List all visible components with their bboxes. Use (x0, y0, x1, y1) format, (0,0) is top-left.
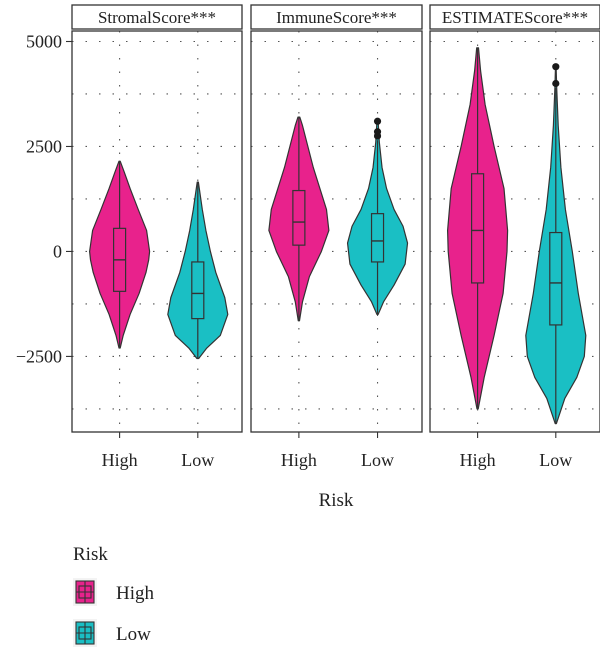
outlier-point (552, 79, 560, 88)
x-tick-label: Low (361, 450, 394, 470)
panel-border (71, 30, 243, 433)
y-tick-label: 5000 (26, 31, 62, 51)
x-tick-label: Low (539, 450, 572, 470)
facet-title: ESTIMATEScore*** (442, 8, 588, 27)
legend-label-low: Low (116, 624, 151, 645)
outlier-point (373, 117, 382, 125)
facet-title: ImmuneScore*** (276, 8, 397, 27)
box (370, 213, 385, 263)
y-tick-label: 2500 (26, 136, 62, 156)
x-tick-label: High (460, 450, 496, 470)
outlier-point (552, 63, 560, 71)
facet-strip (71, 4, 243, 30)
legend-key-box (78, 626, 92, 640)
legend-title: Risk (73, 544, 108, 565)
facet-title: StromalScore*** (98, 8, 216, 27)
legend-label-high: High (116, 583, 155, 604)
x-tick-label: Low (181, 450, 214, 470)
box (549, 231, 563, 326)
y-tick-label: 0 (53, 241, 62, 261)
box (191, 261, 205, 320)
box (292, 189, 306, 246)
box (471, 173, 485, 284)
legend-key-box (78, 585, 92, 599)
outlier-point (373, 128, 382, 136)
x-tick-label: High (102, 450, 138, 470)
x-tick-label: High (281, 450, 317, 470)
facet-strip (429, 4, 600, 30)
y-tick-label: −2500 (16, 346, 62, 366)
facet-strip (250, 4, 423, 30)
panel-border (250, 30, 423, 433)
legend-key-high (73, 578, 97, 606)
x-axis-title: Risk (319, 490, 354, 511)
legend-key-low (73, 619, 97, 647)
panel-border (429, 30, 600, 433)
